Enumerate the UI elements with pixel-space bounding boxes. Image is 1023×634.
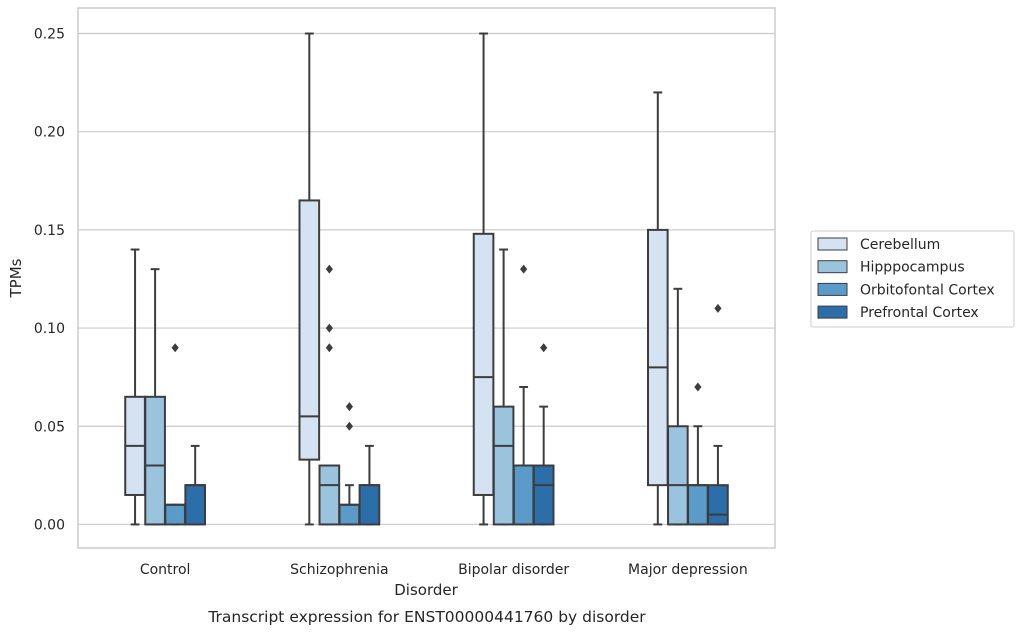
x-axis-ticks: Control Schizophrenia Bipolar disorder Majo… [140,562,748,578]
x-tick-label: Control [140,562,191,578]
box-body [472,232,495,496]
box-body [512,464,535,526]
legend-label: Cerebellum [860,237,940,253]
y-tick-label: 0.05 [34,419,65,435]
legend-label: Prefrontal Cortex [860,305,979,321]
outlier-point [694,382,702,392]
outlier-point [325,264,333,274]
x-tick-label: Schizophrenia [290,562,388,578]
legend-label: Orbitofontal Cortex [860,282,995,298]
box-body [707,484,729,526]
legend-label: Hipppocampus [860,260,965,276]
x-axis-title: Disorder [394,581,458,599]
legend-frame [810,230,1015,328]
box-0-3 [184,444,207,526]
y-tick-label: 0.00 [34,517,65,533]
box-0-0 [124,248,146,526]
box-3-2 [687,382,709,526]
box-body [492,405,515,526]
outlier-point [325,323,333,333]
box-plot-marks [124,32,729,526]
box-1-2 [338,402,361,526]
legend-swatch [817,260,848,274]
legend-swatch [817,305,848,319]
box-body [144,395,166,526]
y-tick-label: 0.10 [34,321,65,337]
box-1-3 [358,444,381,526]
box-0-1 [144,268,166,526]
box-body [318,464,341,526]
box-body [532,464,555,526]
box-3-3 [707,303,729,526]
outlier-point [171,343,179,353]
outlier-point [520,264,528,274]
plot-frame [77,7,776,549]
outlier-point [345,402,353,412]
box-body [298,199,321,461]
box-0-2 [164,343,186,526]
box-2-1 [492,248,515,526]
y-axis-ticks: 0.00 0.05 0.10 0.15 0.20 0.25 [34,27,65,534]
y-tick-label: 0.25 [34,27,65,43]
y-tick-label: 0.15 [34,223,65,239]
box-2-2 [512,264,535,526]
y-axis-title: TPMs [7,258,25,298]
box-body [164,503,186,526]
legend-swatch [817,282,848,296]
box-body [184,484,207,526]
outlier-point [714,303,722,313]
box-body [338,503,361,526]
outlier-point [325,343,333,353]
y-tick-label: 0.20 [34,125,65,141]
box-1-0 [298,32,321,526]
box-3-0 [646,91,669,526]
box-2-3 [532,343,555,526]
box-body [646,228,669,487]
x-tick-label: Bipolar disorder [458,562,569,578]
x-tick-label: Major depression [628,562,748,578]
box-1-1 [318,264,341,526]
box-body [687,484,709,526]
box-body [667,425,689,526]
box-body [358,484,381,526]
box-2-0 [472,32,495,526]
chart-caption: Transcript expression for ENST0000044176… [207,608,646,626]
outlier-point [345,421,353,431]
legend: Cerebellum Hipppocampus Orbitofontal Corte… [810,230,1015,328]
outlier-point [540,343,548,353]
legend-swatch [817,237,848,251]
box-3-1 [667,287,689,526]
